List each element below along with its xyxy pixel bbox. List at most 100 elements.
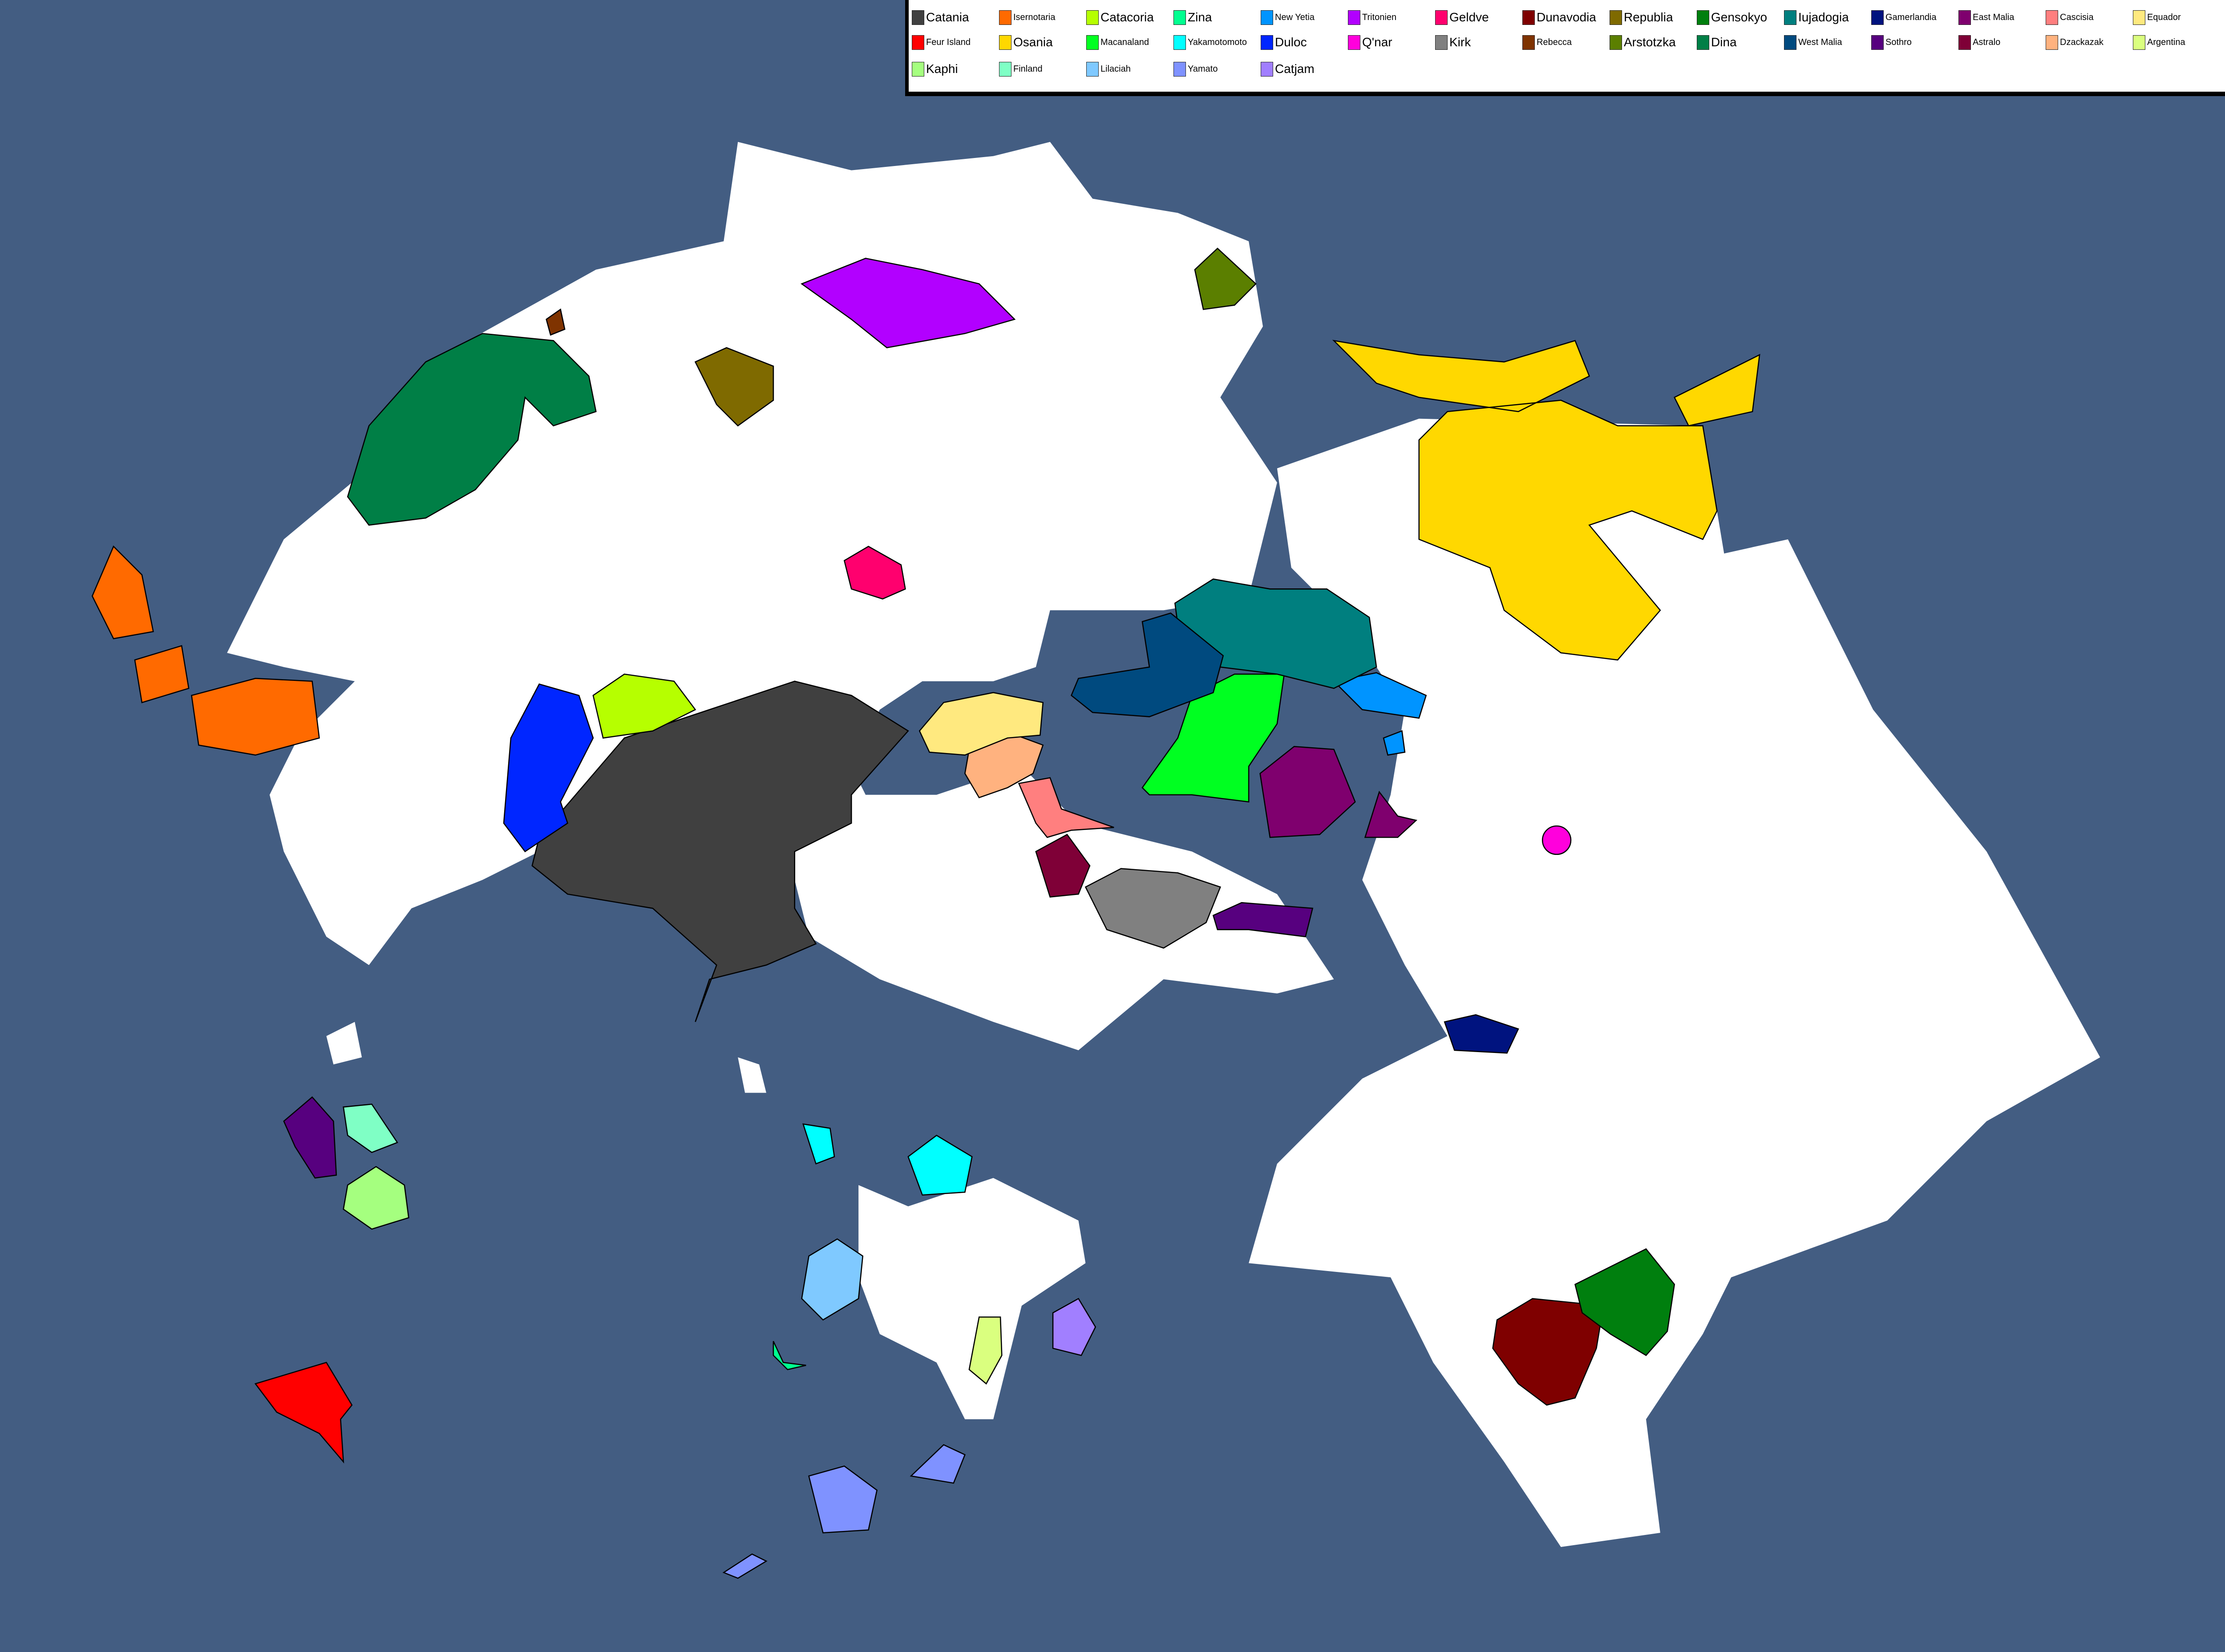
legend-label: West Malia: [1798, 37, 1842, 47]
east-continent: [1249, 418, 2100, 1547]
legend-label: Duloc: [1275, 35, 1307, 49]
legend-label: Catania: [926, 10, 969, 24]
legend-label: Arstotzka: [1624, 35, 1676, 49]
legend-label: Dunavodia: [1537, 10, 1596, 24]
legend-swatch: [1784, 10, 1796, 25]
legend-label: Gamerlandia: [1885, 12, 1937, 22]
region-catania: [531, 680, 909, 1022]
legend-swatch: [1086, 61, 1099, 77]
legend-label: Gensokyo: [1711, 10, 1768, 24]
legend-item-zina: Zina: [1173, 10, 1212, 25]
legend-item-cascisia: Cascisia: [2046, 10, 2094, 25]
region-duloc: [503, 683, 594, 853]
region-zina: [773, 1341, 806, 1370]
legend-swatch: [1522, 35, 1535, 50]
legend: Catania Feur Island Kaphi Isernotaria Osania…: [905, 0, 2225, 96]
region-arstotzka: [1194, 247, 1257, 310]
legend-swatch: [1958, 35, 1971, 50]
legend-label: Finland: [1013, 64, 1043, 74]
region-gamerlandia: [1444, 1014, 1519, 1054]
legend-item-osania: Osania: [999, 35, 1053, 50]
legend-label: Osania: [1013, 35, 1053, 49]
legend-label: Feur Island: [926, 37, 971, 47]
region-q-nar: [1541, 825, 1572, 855]
legend-item-sothro: Sothro: [1871, 35, 1912, 50]
legend-item-q-nar: Q'nar: [1348, 35, 1392, 50]
legend-label: Argentina: [2147, 37, 2185, 47]
legend-item-dzackazak: Dzackazak: [2046, 35, 2104, 50]
legend-item-feur-island: Feur Island: [912, 35, 971, 50]
legend-label: Dzackazak: [2060, 37, 2104, 47]
region-gensokyo: [1574, 1248, 1675, 1356]
legend-item-iujadogia: Iujadogia: [1784, 10, 1849, 25]
legend-swatch: [1173, 61, 1186, 77]
region-argentina: [968, 1316, 1003, 1385]
legend-swatch: [1697, 35, 1709, 50]
legend-swatch: [1784, 35, 1796, 50]
legend-label: Sothro: [1885, 37, 1912, 47]
legend-item-kaphi: Kaphi: [912, 61, 958, 77]
legend-swatch: [2046, 10, 2058, 25]
legend-label: Isernotaria: [1013, 12, 1056, 22]
legend-item-east-malia: East Malia: [1958, 10, 2014, 25]
legend-swatch: [1173, 35, 1186, 50]
region-east-malia: [1259, 746, 1418, 838]
legend-item-macanaland: Macanaland: [1086, 35, 1149, 50]
legend-item-argentina: Argentina: [2133, 35, 2185, 50]
west-islet: [326, 1022, 362, 1065]
region-catjam: [1052, 1298, 1096, 1356]
legend-swatch: [1261, 61, 1273, 77]
legend-item-arstotzka: Arstotzka: [1610, 35, 1676, 50]
legend-item-gensokyo: Gensokyo: [1697, 10, 1767, 25]
legend-item-republia: Republia: [1610, 10, 1673, 25]
legend-item-catania: Catania: [912, 10, 969, 25]
region-sothro: [283, 902, 1314, 1179]
legend-label: Lilaciah: [1100, 64, 1131, 74]
legend-label: Equador: [2147, 12, 2181, 22]
legend-label: Astralo: [1973, 37, 2001, 47]
legend-swatch: [1958, 10, 1971, 25]
region-rebecca: [546, 308, 566, 336]
legend-swatch: [1871, 10, 1884, 25]
legend-swatch: [1871, 35, 1884, 50]
legend-item-west-malia: West Malia: [1784, 35, 1842, 50]
legend-item-dunavodia: Dunavodia: [1522, 10, 1596, 25]
legend-label: Iujadogia: [1798, 10, 1849, 24]
region-osania: [1332, 340, 1760, 661]
legend-item-new-yetia: New Yetia: [1261, 10, 1315, 25]
region-dunavodia: [1492, 1298, 1604, 1406]
legend-item-geldve: Geldve: [1435, 10, 1489, 25]
region-west-malia: [1070, 612, 1224, 717]
legend-swatch: [1522, 10, 1535, 25]
legend-swatch: [912, 61, 924, 77]
legend-swatch: [1348, 10, 1360, 25]
legend-swatch: [1261, 35, 1273, 50]
legend-swatch: [912, 10, 924, 25]
legend-item-duloc: Duloc: [1261, 35, 1307, 50]
legend-item-lilaciah: Lilaciah: [1086, 61, 1131, 77]
region-cascisia: [1018, 777, 1114, 838]
legend-item-tritonien: Tritonien: [1348, 10, 1396, 25]
legend-swatch: [1173, 10, 1186, 25]
legend-swatch: [1610, 35, 1622, 50]
region-yamato: [722, 1444, 966, 1579]
legend-swatch: [1435, 35, 1448, 50]
legend-swatch: [1697, 10, 1709, 25]
legend-label: Geldve: [1449, 10, 1489, 24]
legend-label: East Malia: [1973, 12, 2015, 22]
legend-item-finland: Finland: [999, 61, 1043, 77]
legend-item-yakamotomoto: Yakamotomoto: [1173, 35, 1247, 50]
region-astralo: [1035, 834, 1091, 898]
legend-label: Zina: [1188, 10, 1212, 24]
region-dina: [347, 333, 597, 526]
legend-item-equador: Equador: [2133, 10, 2181, 25]
legend-item-astralo: Astralo: [1958, 35, 2000, 50]
legend-item-rebecca: Rebecca: [1522, 35, 1572, 50]
legend-label: Catjam: [1275, 62, 1315, 76]
legend-swatch: [1086, 10, 1099, 25]
region-isernotaria: [91, 545, 320, 756]
region-equador: [918, 692, 1044, 756]
legend-label: Yakamotomoto: [1188, 37, 1247, 47]
region-finland: [343, 1103, 398, 1153]
legend-label: Rebecca: [1537, 37, 1572, 47]
